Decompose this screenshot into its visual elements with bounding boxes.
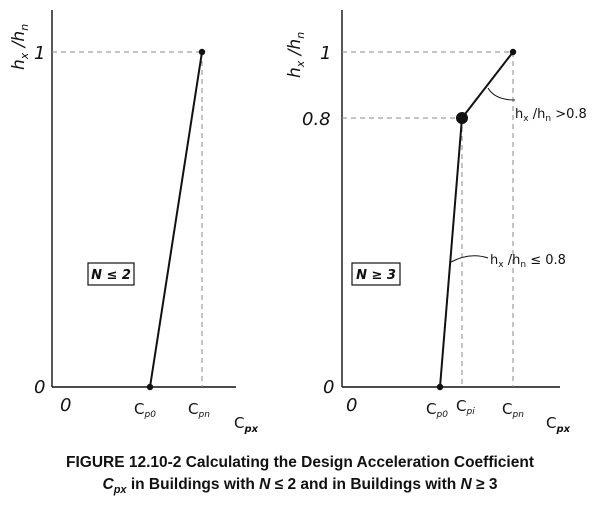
- panel-n-le-2: hx /hn 1 0 0 Cp0 Cpn Cpx N ≤ 2: [9, 10, 259, 435]
- leader-lower: [450, 255, 489, 263]
- caption-text-a: in Buildings with: [126, 476, 260, 493]
- right-y-tick-0-8: 0.8: [302, 109, 331, 130]
- caption-text-b: ≤ 2 and in Buildings with: [270, 476, 461, 493]
- left-x-tick-cp0: Cp0: [134, 400, 156, 420]
- panel-n-ge-3: hx /hn 1 0.8 0 0 Cp0 Cpi Cpn Cpx N ≥ 3 h…: [285, 10, 587, 435]
- right-point-bottom: [436, 383, 444, 391]
- right-x-tick-cpi: Cpi: [456, 397, 475, 417]
- caption-text-c: ≥ 3: [471, 476, 498, 493]
- caption-symbol-sub: px: [113, 484, 127, 497]
- caption-line-1: FIGURE 12.10-2 Calculating the Design Ac…: [66, 454, 534, 471]
- left-x-tick-cpn: Cpn: [188, 400, 210, 420]
- figure-caption: FIGURE 12.10-2 Calculating the Design Ac…: [0, 452, 600, 501]
- left-distribution-line: [149, 51, 203, 388]
- caption-line-2: Cpx in Buildings with N ≤ 2 and in Build…: [0, 474, 600, 501]
- right-y-tick-0: 0: [323, 377, 334, 398]
- right-x-tick-cp0: Cp0: [426, 400, 448, 420]
- right-y-axis-label: hx /hn: [285, 32, 307, 78]
- left-point-top: [198, 48, 206, 56]
- right-upper-segment: [461, 51, 514, 119]
- caption-symbol: C: [102, 476, 114, 493]
- annotation-lower: hx /hn ≤ 0.8: [490, 253, 566, 270]
- left-y-axis-label: hx /hn: [9, 24, 31, 70]
- caption-n-1: N: [259, 476, 271, 493]
- right-point-knee: [456, 112, 468, 124]
- right-x-tick-cpn: Cpn: [502, 400, 524, 420]
- right-x-origin: 0: [346, 395, 357, 416]
- right-y-tick-1: 1: [320, 43, 331, 64]
- right-x-axis-label: Cpx: [546, 414, 571, 435]
- right-lower-segment: [439, 117, 463, 388]
- left-condition-text: N ≤ 2: [91, 268, 131, 283]
- annotation-upper: hx /hn >0.8: [515, 107, 587, 124]
- right-condition-box: [351, 262, 401, 286]
- caption-n-2: N: [460, 476, 472, 493]
- left-condition-box: [87, 262, 135, 286]
- right-condition-text: N ≥ 3: [356, 268, 396, 283]
- left-point-bottom: [146, 383, 154, 391]
- left-x-origin: 0: [60, 395, 71, 416]
- left-y-tick-1: 1: [34, 43, 45, 64]
- left-y-tick-0: 0: [34, 377, 45, 398]
- left-x-axis-label: Cpx: [234, 414, 259, 435]
- leader-upper: [487, 87, 516, 101]
- right-point-top: [509, 48, 517, 56]
